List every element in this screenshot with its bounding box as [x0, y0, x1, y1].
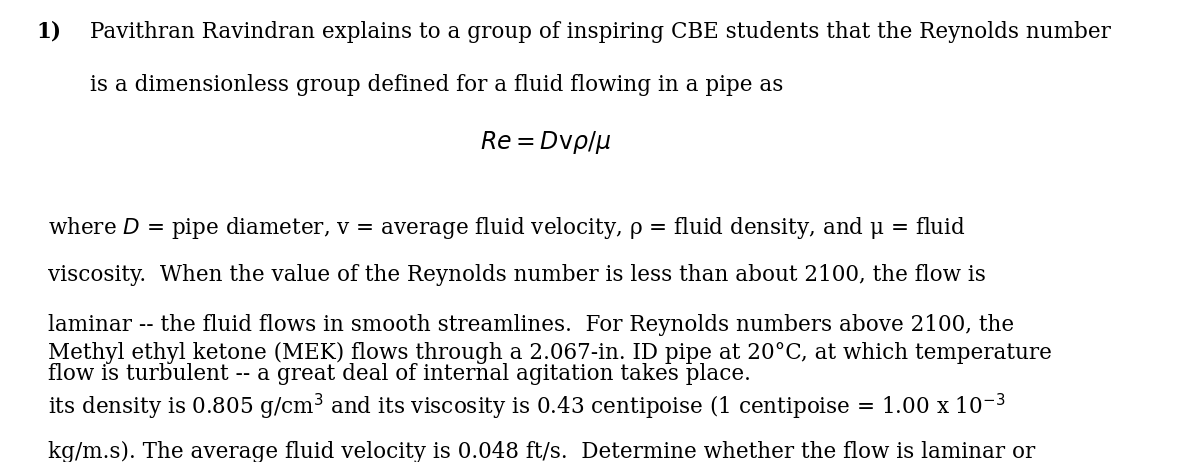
Text: 1): 1)	[36, 21, 61, 43]
Text: $\mathit{Re} = D\mathrm{v}\rho/\mu$: $\mathit{Re} = D\mathrm{v}\rho/\mu$	[480, 129, 611, 156]
Text: viscosity.  When the value of the Reynolds number is less than about 2100, the f: viscosity. When the value of the Reynold…	[48, 264, 986, 286]
Text: its density is 0.805 g/cm$^{3}$ and its viscosity is 0.43 centipoise (1 centipoi: its density is 0.805 g/cm$^{3}$ and its …	[48, 391, 1006, 421]
Text: where $\mathit{D}$ = pipe diameter, v = average fluid velocity, ρ = fluid densit: where $\mathit{D}$ = pipe diameter, v = …	[48, 215, 966, 241]
Text: laminar -- the fluid flows in smooth streamlines.  For Reynolds numbers above 21: laminar -- the fluid flows in smooth str…	[48, 314, 1014, 336]
Text: kg/m.s). The average fluid velocity is 0.048 ft/s.  Determine whether the flow i: kg/m.s). The average fluid velocity is 0…	[48, 441, 1036, 462]
Text: Methyl ethyl ketone (MEK) flows through a 2.067-in. ID pipe at 20°C, at which te: Methyl ethyl ketone (MEK) flows through …	[48, 342, 1052, 364]
Text: flow is turbulent -- a great deal of internal agitation takes place.: flow is turbulent -- a great deal of int…	[48, 363, 751, 385]
Text: Pavithran Ravindran explains to a group of inspiring CBE students that the Reyno: Pavithran Ravindran explains to a group …	[90, 21, 1111, 43]
Text: is a dimensionless group defined for a fluid flowing in a pipe as: is a dimensionless group defined for a f…	[90, 74, 784, 96]
